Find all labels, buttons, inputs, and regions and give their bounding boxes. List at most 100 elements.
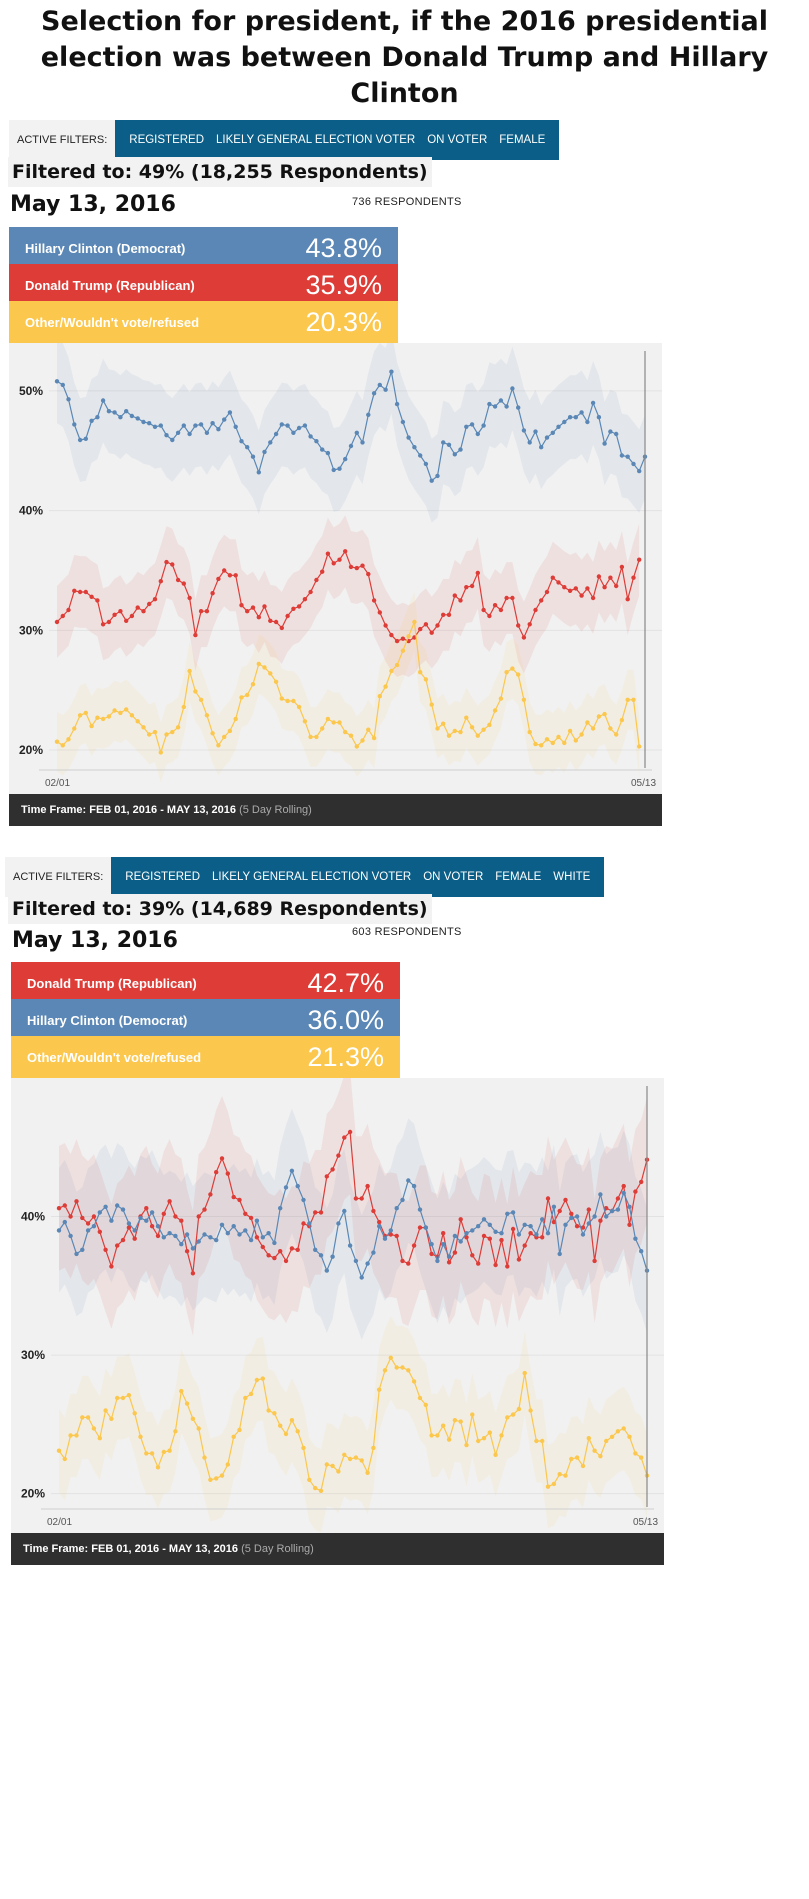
data-point[interactable] — [313, 1210, 318, 1215]
data-point[interactable] — [569, 1211, 574, 1216]
data-point[interactable] — [371, 735, 377, 741]
data-point[interactable] — [604, 1206, 609, 1211]
data-point[interactable] — [533, 741, 538, 747]
data-point[interactable] — [423, 1402, 428, 1408]
data-point[interactable] — [614, 732, 619, 737]
data-point[interactable] — [516, 1257, 522, 1262]
data-point[interactable] — [181, 581, 186, 586]
data-point[interactable] — [627, 1204, 632, 1209]
data-point[interactable] — [621, 1190, 626, 1196]
data-point[interactable] — [343, 549, 348, 554]
data-point[interactable] — [418, 670, 423, 675]
data-point[interactable] — [371, 598, 377, 603]
data-point[interactable] — [296, 425, 302, 431]
data-point[interactable] — [563, 1473, 568, 1478]
data-point[interactable] — [173, 1233, 178, 1239]
data-point[interactable] — [516, 672, 521, 677]
data-point[interactable] — [406, 435, 411, 440]
data-point[interactable] — [510, 1210, 516, 1215]
data-point[interactable] — [400, 636, 406, 641]
data-point[interactable] — [423, 1225, 428, 1230]
data-point[interactable] — [411, 1243, 417, 1248]
data-point[interactable] — [120, 1237, 126, 1243]
data-point[interactable] — [539, 598, 544, 603]
data-point[interactable] — [279, 625, 284, 631]
data-point[interactable] — [348, 564, 354, 570]
data-point[interactable] — [147, 421, 152, 426]
data-point[interactable] — [406, 634, 411, 639]
data-point[interactable] — [394, 638, 400, 644]
data-point[interactable] — [256, 661, 261, 667]
data-point[interactable] — [585, 720, 590, 725]
data-point[interactable] — [604, 1438, 609, 1444]
data-point[interactable] — [164, 732, 169, 737]
data-point[interactable] — [268, 671, 273, 676]
data-point[interactable] — [74, 1433, 79, 1438]
data-point[interactable] — [126, 1221, 132, 1226]
data-point[interactable] — [360, 440, 365, 445]
data-point[interactable] — [179, 1218, 184, 1223]
data-point[interactable] — [291, 430, 296, 435]
data-point[interactable] — [598, 1454, 603, 1459]
data-point[interactable] — [100, 622, 106, 627]
data-point[interactable] — [231, 1194, 236, 1200]
data-point[interactable] — [97, 1210, 103, 1215]
data-point[interactable] — [331, 467, 336, 473]
data-point[interactable] — [545, 1231, 551, 1236]
data-point[interactable] — [179, 1388, 184, 1394]
data-point[interactable] — [308, 734, 313, 740]
data-point[interactable] — [631, 697, 636, 702]
data-point[interactable] — [347, 1243, 353, 1248]
data-point[interactable] — [91, 1214, 97, 1219]
data-point[interactable] — [540, 1235, 545, 1240]
data-point[interactable] — [452, 452, 457, 457]
data-point[interactable] — [585, 586, 590, 591]
data-point[interactable] — [505, 1415, 510, 1420]
data-point[interactable] — [464, 1442, 469, 1448]
data-point[interactable] — [325, 716, 331, 722]
data-point[interactable] — [458, 729, 463, 735]
filter-tag[interactable]: FEMALE — [495, 871, 542, 883]
data-point[interactable] — [279, 696, 284, 701]
data-point[interactable] — [193, 632, 198, 638]
data-point[interactable] — [598, 1218, 603, 1223]
data-point[interactable] — [481, 607, 486, 613]
data-point[interactable] — [527, 622, 532, 627]
data-point[interactable] — [493, 1229, 498, 1234]
data-point[interactable] — [348, 733, 354, 738]
data-point[interactable] — [377, 694, 382, 699]
data-point[interactable] — [342, 1452, 347, 1457]
data-point[interactable] — [202, 1455, 207, 1460]
data-point[interactable] — [95, 715, 100, 720]
data-point[interactable] — [285, 423, 290, 428]
data-point[interactable] — [435, 1258, 440, 1264]
data-point[interactable] — [388, 1228, 393, 1233]
data-point[interactable] — [359, 1458, 364, 1463]
data-point[interactable] — [291, 606, 296, 611]
data-point[interactable] — [273, 619, 279, 625]
data-point[interactable] — [435, 623, 440, 628]
data-point[interactable] — [481, 1233, 487, 1239]
data-point[interactable] — [262, 449, 267, 455]
data-point[interactable] — [129, 713, 135, 718]
data-point[interactable] — [510, 1412, 516, 1417]
data-point[interactable] — [562, 585, 567, 590]
data-point[interactable] — [89, 594, 94, 599]
data-point[interactable] — [187, 668, 192, 674]
data-point[interactable] — [289, 1246, 295, 1251]
data-point[interactable] — [366, 571, 371, 577]
data-point[interactable] — [423, 677, 429, 682]
data-point[interactable] — [109, 1264, 114, 1269]
data-point[interactable] — [214, 1476, 219, 1481]
data-point[interactable] — [609, 1208, 615, 1214]
data-point[interactable] — [118, 710, 123, 716]
data-point[interactable] — [161, 1235, 166, 1240]
data-point[interactable] — [337, 466, 342, 471]
data-point[interactable] — [307, 1221, 312, 1226]
data-point[interactable] — [170, 562, 175, 567]
data-point[interactable] — [625, 597, 630, 602]
data-point[interactable] — [533, 607, 538, 613]
data-point[interactable] — [371, 1250, 376, 1255]
data-point[interactable] — [567, 588, 573, 593]
data-point[interactable] — [464, 1235, 469, 1240]
